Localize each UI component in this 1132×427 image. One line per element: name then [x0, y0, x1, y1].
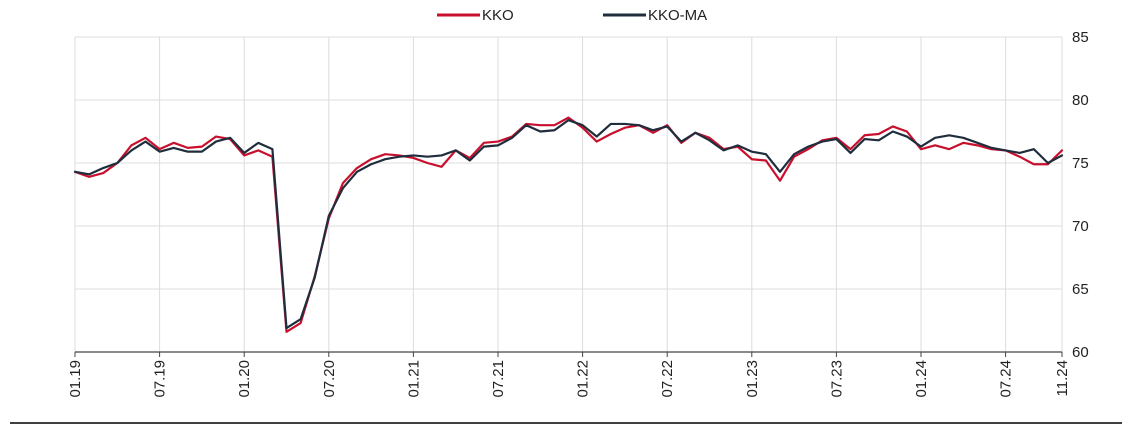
x-tick-labels: 01.19 07.19 01.20 07.20 01.21 07.21 01.22 07.22… [67, 360, 1071, 398]
x-tick-label: 07.21 [490, 360, 507, 398]
legend-label-kko-ma: KKO-MA [648, 7, 707, 24]
x-tick-label: 07.22 [659, 360, 676, 398]
y-tick-labels: 60 65 70 75 80 85 [1072, 29, 1089, 361]
y-tick-label: 85 [1072, 29, 1089, 46]
x-tick-label: 07.24 [998, 360, 1015, 398]
x-tick-label: 01.24 [913, 360, 930, 398]
y-tick-label: 60 [1072, 344, 1089, 361]
series-line-kko-ma [73, 119, 1064, 330]
y-tick-label: 80 [1072, 92, 1089, 109]
y-tick-label: 75 [1072, 155, 1089, 172]
x-tick-label: 01.22 [575, 360, 592, 398]
legend: KKO KKO-MA [437, 7, 707, 24]
y-tick-label: 70 [1072, 218, 1089, 235]
x-tick-label: 01.20 [236, 360, 253, 398]
legend-label-kko: KKO [482, 7, 514, 24]
x-tick-label: 07.20 [321, 360, 338, 398]
x-tick-label: 11.24 [1054, 360, 1071, 396]
x-tick-label: 01.19 [67, 360, 84, 398]
x-tick-label: 07.19 [152, 360, 169, 398]
x-tick-label: 01.23 [744, 360, 761, 398]
x-tick-label: 07.23 [828, 360, 845, 398]
axes [74, 351, 1063, 357]
series-lines [73, 116, 1064, 333]
gridlines [74, 36, 1063, 352]
series-line-kko [73, 116, 1064, 333]
x-tick-label: 01.21 [405, 360, 422, 398]
y-tick-label: 65 [1072, 281, 1089, 298]
